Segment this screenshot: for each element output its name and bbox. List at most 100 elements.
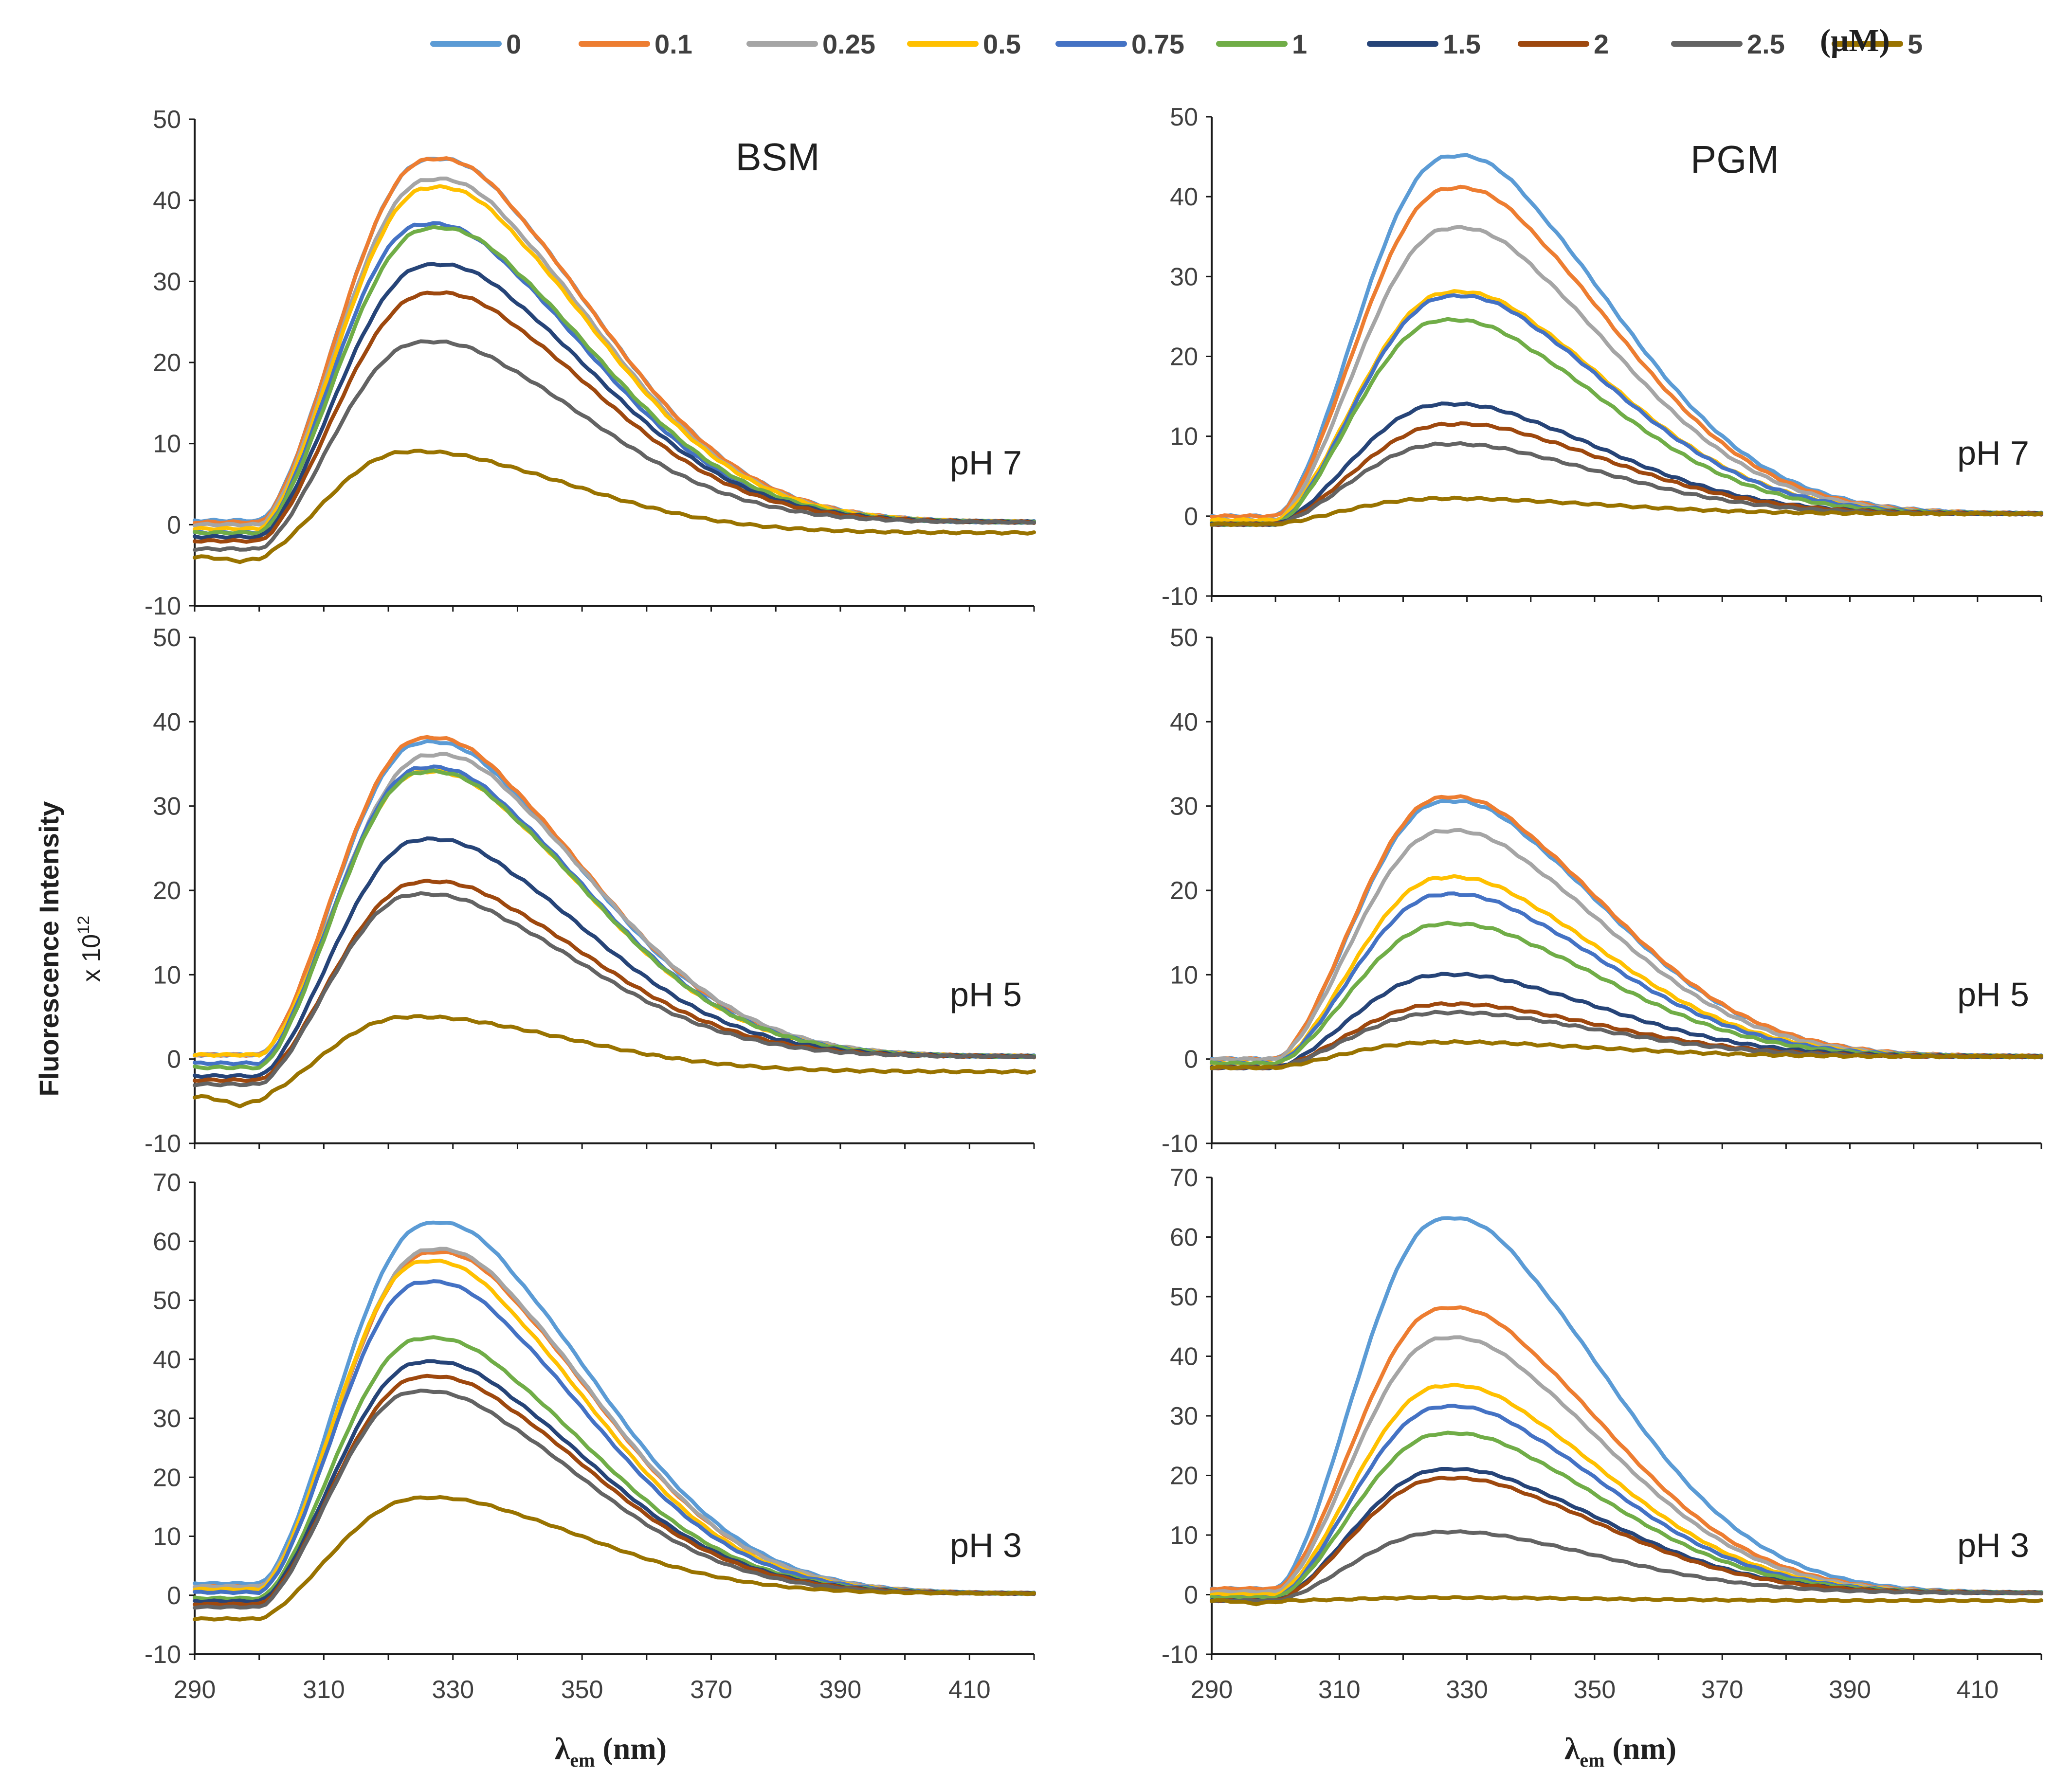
legend-label: 5 — [1908, 29, 1923, 59]
series-line-0.5 — [193, 184, 1036, 532]
x-axis-subscript: em — [1580, 1749, 1604, 1771]
series-line-1 — [193, 768, 1036, 1070]
series-line-2.5 — [193, 891, 1036, 1087]
y-tick-label: 0 — [167, 1582, 181, 1610]
series-line-0.25 — [193, 752, 1036, 1059]
series-line-2.5 — [1210, 1529, 2043, 1604]
x-axis-unit: (nm) — [1604, 1731, 1676, 1766]
panel-pgm-ph5: -10 0 10 20 30 40 50 pH 5 — [1162, 624, 2043, 1158]
legend-label: 0.25 — [822, 29, 875, 59]
y-tick-label: 60 — [153, 1228, 181, 1256]
y-tick-label: 50 — [1170, 1283, 1198, 1311]
y-axis-multiplier: x 1012 — [74, 916, 106, 982]
y-tick-label: 10 — [1170, 1521, 1198, 1550]
x-tick-label: 290 — [174, 1676, 216, 1704]
y-tick-label: 20 — [153, 877, 181, 905]
series-line-0.1 — [193, 735, 1036, 1060]
legend-item-0.1: 0.1 — [579, 29, 692, 59]
legend-label: 0 — [506, 29, 521, 59]
series-line-0.1 — [193, 156, 1036, 525]
panel-bsm-ph3: -10 0 10 20 30 40 50 60 70 290 310 330 350 370 390 410 p… — [145, 1169, 1036, 1704]
panels: -10 0 10 20 30 40 50 BSM pH 7 -10 0 10 20 30 40 50 PGM pH… — [145, 103, 2043, 1704]
y-tick-label: 20 — [1170, 877, 1198, 905]
ph-label: pH 5 — [950, 976, 1022, 1013]
y-tick-label: 30 — [153, 268, 181, 296]
x-axis-lambda: λ — [1564, 1731, 1580, 1766]
legend-item-0.25: 0.25 — [746, 29, 875, 59]
series-line-5 — [193, 1495, 1036, 1622]
y-tick-label: 40 — [1170, 708, 1198, 736]
x-axis-label-bsm: λem (nm) — [555, 1731, 667, 1771]
y-tick-label: 20 — [1170, 343, 1198, 371]
x-axis-lambda: λ — [555, 1731, 570, 1766]
series-line-5 — [1210, 1039, 2043, 1070]
y-tick-label: 70 — [1170, 1164, 1198, 1192]
ph-label: pH 3 — [1957, 1526, 2029, 1564]
y-tick-label: 20 — [153, 1464, 181, 1492]
series-line-0.5 — [193, 1258, 1036, 1596]
y-tick-label: 10 — [1170, 423, 1198, 451]
panel-title: BSM — [735, 135, 819, 179]
y-tick-label: 40 — [1170, 183, 1198, 211]
y-tick-label: 10 — [153, 1523, 181, 1551]
panel-bsm-ph7: -10 0 10 20 30 40 50 BSM pH 7 — [145, 106, 1036, 620]
legend-label: 1 — [1292, 29, 1307, 59]
y-axis-exponent: 12 — [74, 916, 93, 934]
ph-label: pH 7 — [1957, 434, 2029, 472]
y-tick-label: 70 — [153, 1169, 181, 1197]
x-axis-subscript: em — [570, 1749, 595, 1771]
x-tick-label: 390 — [1829, 1676, 1871, 1704]
x-tick-label: 410 — [948, 1676, 991, 1704]
y-tick-label: 40 — [153, 708, 181, 736]
series-line-0.75 — [193, 764, 1036, 1067]
ph-label: pH 3 — [950, 1526, 1022, 1564]
panel-bsm-ph5: -10 0 10 20 30 40 50 pH 5 — [145, 624, 1036, 1158]
y-tick-label: 30 — [153, 1405, 181, 1433]
legend: 0 0.1 0.25 0.5 0.75 1 1.5 2 2.5 5 — [430, 29, 1923, 59]
legend-item-5: 5 — [1832, 29, 1923, 59]
y-tick-label: 0 — [1184, 1046, 1198, 1074]
series-line-0 — [193, 1220, 1036, 1596]
x-tick-label: 370 — [1701, 1676, 1744, 1704]
series-line-0 — [1210, 153, 2043, 519]
x-tick-label: 350 — [1574, 1676, 1616, 1704]
legend-item-1.5: 1.5 — [1367, 29, 1481, 59]
legend-item-0.75: 0.75 — [1055, 29, 1184, 59]
series-line-0.5 — [193, 769, 1036, 1059]
ph-label: pH 7 — [950, 444, 1022, 482]
x-tick-label: 350 — [561, 1676, 603, 1704]
y-tick-label: 50 — [153, 1287, 181, 1315]
y-tick-label: -10 — [145, 1641, 181, 1669]
legend-item-0.5: 0.5 — [907, 29, 1021, 59]
x-tick-label: 330 — [1446, 1676, 1488, 1704]
y-tick-label: 60 — [1170, 1224, 1198, 1252]
x-tick-label: 310 — [303, 1676, 345, 1704]
y-tick-label: 0 — [167, 1046, 181, 1074]
y-tick-label: 40 — [153, 187, 181, 215]
series-line-0.25 — [1210, 828, 2043, 1062]
legend-item-1: 1 — [1216, 29, 1307, 59]
y-tick-label: 30 — [1170, 793, 1198, 821]
y-axis-label: Fluorescence Intensity — [34, 801, 64, 1097]
legend-item-2: 2 — [1518, 29, 1609, 59]
series-line-0.25 — [193, 1247, 1036, 1596]
y-tick-label: 0 — [1184, 503, 1198, 531]
series-line-0.75 — [1210, 1404, 2043, 1601]
panel-title: PGM — [1690, 138, 1779, 181]
panel-pgm-ph3: -10 0 10 20 30 40 50 60 70 290 310 330 350 370 390 410 p… — [1162, 1164, 2043, 1704]
legend-label: 1.5 — [1443, 29, 1481, 59]
series-line-0.1 — [1210, 794, 2043, 1062]
legend-unit: (μM) — [1820, 23, 1890, 58]
ph-label: pH 5 — [1957, 976, 2029, 1013]
series-line-5 — [193, 449, 1036, 564]
y-tick-label: -10 — [1162, 582, 1198, 611]
y-tick-label: -10 — [145, 1130, 181, 1158]
y-tick-label: -10 — [145, 592, 181, 620]
y-tick-label: -10 — [1162, 1130, 1198, 1158]
legend-item-2.5: 2.5 — [1671, 29, 1785, 59]
x-tick-label: 310 — [1318, 1676, 1361, 1704]
x-tick-label: 390 — [819, 1676, 862, 1704]
series-line-2.5 — [193, 339, 1036, 552]
y-tick-label: 30 — [153, 793, 181, 821]
